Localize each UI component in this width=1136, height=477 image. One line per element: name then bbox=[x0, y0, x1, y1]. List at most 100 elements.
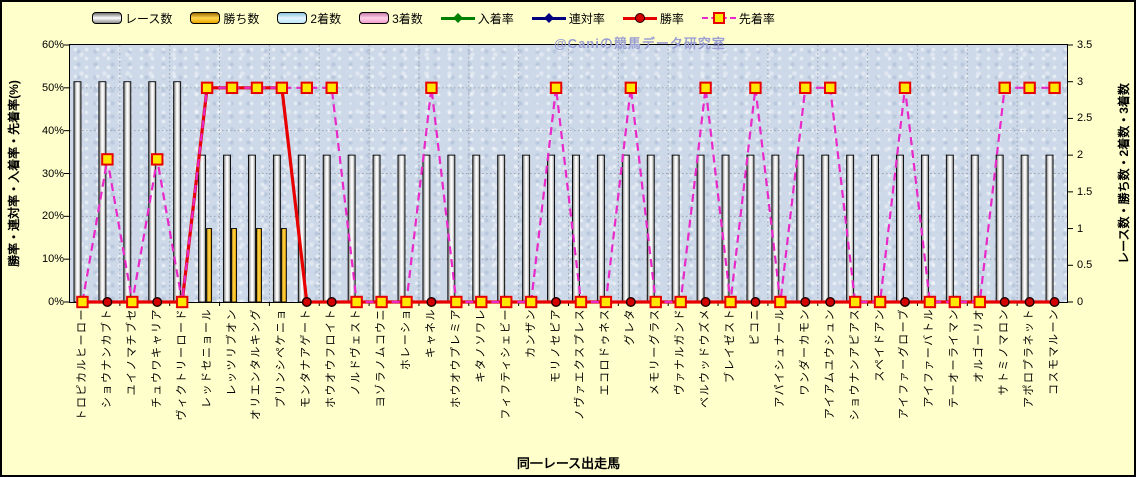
left-axis-tick-label: 30% bbox=[41, 167, 64, 180]
x-axis-label: アイアムユウシュン bbox=[823, 308, 836, 420]
right-axis-title: レース数・勝ち数・2着数・3着数 bbox=[1116, 83, 1131, 264]
legend-label: 3着数 bbox=[392, 11, 423, 26]
bar-race-count bbox=[422, 154, 431, 303]
x-axis-label: ベルウッドウズメ bbox=[699, 308, 712, 408]
legend-marker-diamond-icon bbox=[543, 13, 554, 23]
legend-item: 勝ち数 bbox=[190, 10, 259, 27]
legend-marker-square-icon bbox=[712, 12, 725, 24]
bar-race-count bbox=[372, 154, 381, 303]
bar-race-count bbox=[1020, 154, 1029, 303]
legend-bar-swatch bbox=[92, 12, 122, 24]
x-axis-label: キタノソワレ bbox=[474, 308, 487, 383]
x-axis-label: エコロドゥネス bbox=[599, 308, 612, 396]
bar-race-count bbox=[671, 154, 680, 303]
bar-race-count bbox=[646, 154, 655, 303]
bar-race-count bbox=[846, 154, 855, 303]
left-axis-tick-label: 60% bbox=[41, 39, 64, 51]
bar-race-count bbox=[247, 154, 256, 303]
bar-race-count bbox=[223, 154, 231, 303]
x-axis-label: グレタ bbox=[624, 308, 637, 346]
x-axis-label: スペイドアン bbox=[873, 308, 886, 382]
x-axis-label: ホウオウプレミア bbox=[449, 308, 462, 408]
left-axis-tick-label: 10% bbox=[41, 253, 64, 266]
x-axis-label: ノヴァエクスプレス bbox=[574, 308, 587, 421]
x-axis-label: チュウワキャリア bbox=[150, 308, 163, 408]
chart-legend: レース数 勝ち数 2着数 3着数 入着率 連対率 勝率 先着率 bbox=[92, 8, 775, 28]
x-axis-title: 同一レース出走馬 bbox=[516, 456, 621, 471]
bar-race-count bbox=[746, 154, 755, 303]
line-lead-rate bbox=[81, 86, 1055, 304]
legend-marker-circle-icon bbox=[634, 13, 645, 23]
bar-race-count bbox=[796, 154, 805, 303]
legend-label: 先着率 bbox=[738, 11, 775, 26]
x-axis-label: モンタナアゲート bbox=[300, 308, 313, 408]
bar-race-count bbox=[123, 81, 132, 303]
series-bars bbox=[73, 81, 1054, 303]
bar-win-count bbox=[280, 228, 287, 303]
legend-item: 連対率 bbox=[531, 10, 605, 27]
legend-item: 2着数 bbox=[277, 10, 341, 27]
x-axis-label: ヨゾラノムコウニ bbox=[375, 308, 388, 408]
left-axis-tick-label: 40% bbox=[41, 124, 64, 137]
legend-bar-swatch bbox=[190, 12, 221, 24]
x-axis-label: モリノセピア bbox=[549, 308, 562, 383]
legend-label: 勝率 bbox=[659, 11, 684, 26]
bar-race-count bbox=[621, 154, 630, 303]
markers-lead-rate bbox=[76, 81, 1061, 309]
x-axis-label: トロピカルヒーロー bbox=[75, 308, 88, 421]
x-axis-label: コスモマルーン bbox=[1048, 308, 1061, 395]
bar-race-count bbox=[472, 154, 481, 303]
x-axis-label: アイファーバトル bbox=[923, 308, 936, 408]
bar-race-count bbox=[896, 154, 904, 303]
legend-line-swatch bbox=[531, 11, 566, 25]
x-axis-label: レッツリブオン bbox=[225, 308, 238, 396]
x-axis-label: ショウナンアピアス bbox=[848, 308, 861, 421]
x-axis-label: テーオーライマン bbox=[948, 308, 961, 408]
x-axis-label: ユイノマチブセ bbox=[125, 308, 138, 396]
x-axis-labels: トロピカルヒーロー ショウナンカブト ユイノマチブセ チュウワキャリア ヴィクトリーロー… bbox=[70, 305, 1067, 453]
legend-item: レース数 bbox=[92, 10, 172, 27]
legend-line-swatch bbox=[440, 11, 475, 25]
x-axis-label: ホウオウフロイト bbox=[325, 308, 338, 408]
bar-race-count bbox=[721, 154, 730, 303]
bar-race-count bbox=[73, 81, 82, 303]
legend-label: 勝ち数 bbox=[223, 11, 260, 26]
legend-bar-swatch bbox=[277, 12, 308, 24]
bar-race-count bbox=[771, 154, 780, 303]
right-axis-tick-label: 3.5 bbox=[1077, 39, 1093, 51]
legend-bar-swatch bbox=[359, 12, 390, 24]
x-axis-label: ワンダーカモン bbox=[798, 308, 811, 396]
right-axis-tick-label: 0 bbox=[1077, 296, 1084, 308]
bar-win-count bbox=[255, 228, 262, 303]
x-axis-label: ノルドヴェスト bbox=[350, 308, 363, 396]
legend-line-swatch bbox=[622, 11, 657, 25]
chart-graphics bbox=[64, 44, 1073, 309]
bar-win-count bbox=[231, 228, 237, 303]
x-axis-label: ホレーショ bbox=[399, 308, 412, 371]
watermark-text: @Caniの競馬データ研究室 bbox=[554, 36, 726, 51]
x-axis-label: ピコニ bbox=[748, 308, 761, 346]
bar-race-count bbox=[397, 154, 406, 303]
legend-label: 入着率 bbox=[477, 11, 514, 26]
x-axis-label: オルゴーリオ bbox=[973, 308, 986, 383]
x-axis-label: カンザン bbox=[524, 308, 537, 358]
left-axis-tick-label: 0% bbox=[48, 296, 64, 308]
bar-race-count bbox=[696, 154, 705, 303]
bar-race-count bbox=[821, 154, 830, 303]
bar-race-count bbox=[871, 154, 880, 303]
legend-label: 連対率 bbox=[568, 11, 605, 26]
bar-race-count bbox=[497, 154, 506, 303]
gridlines bbox=[70, 45, 1067, 302]
bar-race-count bbox=[272, 154, 281, 303]
bar-race-count bbox=[547, 154, 555, 303]
legend-item: 勝率 bbox=[622, 10, 684, 27]
legend-line-swatch bbox=[701, 11, 736, 25]
legend-label: レース数 bbox=[125, 11, 173, 26]
bar-win-count bbox=[206, 228, 213, 303]
legend-item: 入着率 bbox=[440, 10, 514, 27]
left-axis-tick-label: 20% bbox=[41, 210, 64, 223]
left-axis-title: 勝率・連対率・入着率・先着率(%) bbox=[6, 80, 21, 267]
x-axis-label: オリエンタルキング bbox=[250, 308, 263, 421]
legend-item: 先着率 bbox=[701, 10, 775, 27]
